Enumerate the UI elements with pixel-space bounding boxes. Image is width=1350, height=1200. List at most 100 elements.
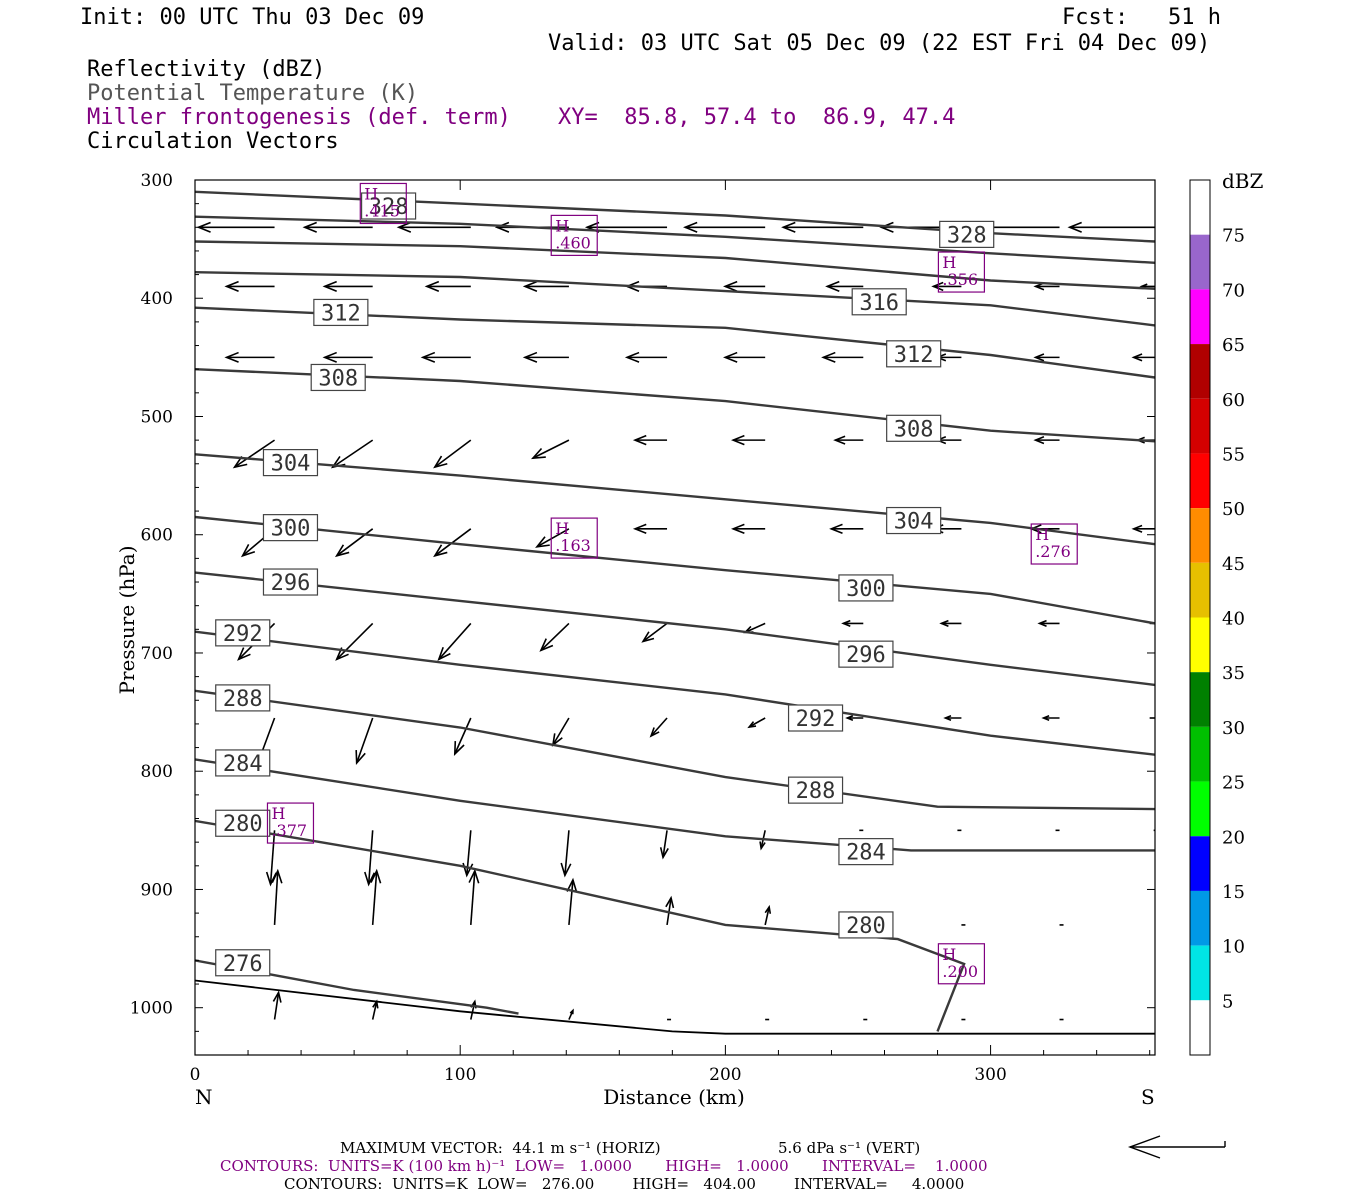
vector-head: [335, 647, 349, 661]
circulation-vector: [845, 715, 864, 721]
theta-label-280: 280: [215, 809, 271, 837]
circulation-vector: [551, 717, 570, 747]
theta-label-box: [851, 288, 907, 316]
theta-label-text: 328: [369, 195, 409, 220]
circulation-vector: [420, 351, 471, 363]
field-reflectivity: Reflectivity (dBZ): [87, 57, 326, 82]
vector-head: [530, 447, 546, 460]
circulation-vector: [302, 221, 373, 233]
vector-shaft: [273, 992, 280, 1020]
max-vertical-text: 5.6 dPa s⁻¹ (VERT): [778, 1139, 921, 1157]
circulation-vector: [396, 221, 471, 233]
theta-label-text: 284: [846, 841, 886, 866]
cross-section-endpoints: XY= 85.8, 57.4 to 86.9, 47.4: [558, 105, 956, 130]
vector-head: [747, 721, 757, 729]
x-tick-label: 300: [974, 1065, 1006, 1085]
y-tick-label: 400: [141, 289, 173, 309]
theta-label-292: 292: [787, 704, 844, 732]
colorbar-tick-label: 15: [1222, 882, 1245, 903]
vector-head: [833, 435, 846, 445]
theta-label-text: 308: [318, 366, 358, 391]
colorbar-tick-label: 65: [1222, 335, 1245, 356]
vector-head: [781, 221, 796, 233]
colorbar-segment: [1190, 890, 1210, 946]
theta-label-276: 276: [215, 949, 271, 977]
vector-head: [632, 523, 647, 535]
frontogenesis-high-marker: H: [942, 253, 956, 272]
circulation-vector: [330, 439, 374, 469]
theta-label-296: 296: [838, 640, 894, 668]
colorbar-tick-label: 75: [1222, 226, 1245, 247]
vector-shaft: [532, 439, 570, 459]
circulation-vector: [659, 830, 669, 860]
theta-label-box: [262, 514, 319, 542]
vector-head: [569, 1008, 574, 1015]
theta-contour-308: [195, 368, 1155, 443]
vector-head: [535, 536, 550, 548]
theta-label-308: 308: [886, 414, 942, 442]
theta-label-text: 316: [859, 291, 899, 316]
frontogenesis-high-value: .460: [555, 233, 591, 252]
circulation-vector: [632, 523, 668, 535]
forecast-hour: Fcst: 51 h: [1062, 5, 1221, 30]
theta-label-text: 328: [947, 223, 987, 248]
vector-head: [539, 638, 554, 652]
circulation-vector: [335, 622, 374, 661]
theta-label-box: [215, 949, 271, 977]
circulation-vector: [364, 830, 376, 887]
colorbar-title: dBZ: [1222, 169, 1264, 193]
vector-head: [641, 631, 655, 643]
vector-head: [649, 727, 660, 738]
colorbar-segment: [1190, 344, 1210, 399]
vector-head: [522, 280, 538, 292]
theta-contours: [195, 190, 1155, 1035]
theta-label-text: 312: [321, 301, 361, 326]
vector-head: [1037, 619, 1047, 627]
y-tick-label: 1000: [130, 999, 173, 1019]
colorbar-segment: [1190, 453, 1210, 509]
vector-head: [271, 868, 283, 884]
vector-shaft: [438, 622, 472, 660]
y-tick-label: 300: [141, 171, 173, 191]
theta-contour-284: [195, 758, 1155, 852]
vector-head: [437, 646, 451, 662]
circulation-vector: [829, 523, 864, 535]
theta-contour-280: [195, 819, 966, 1032]
theta-label-288: 288: [215, 684, 271, 712]
colorbar-segment: [1190, 398, 1210, 454]
circulation-vector: [568, 1008, 574, 1020]
field-potential-temperature: Potential Temperature (K): [87, 81, 419, 106]
theta-label-box: [262, 449, 319, 477]
frontogenesis-high: H.377: [266, 802, 315, 844]
vector-head: [433, 544, 448, 558]
frontogenesis-high-value: .415: [364, 201, 400, 220]
vector-head: [334, 544, 350, 558]
frontogenesis-high-marker: H: [1035, 525, 1049, 544]
circulation-vector: [453, 717, 472, 756]
theta-label-box: [215, 684, 271, 712]
ground-profile: [195, 979, 1155, 1035]
circulation-vector: [355, 717, 374, 766]
circulation-vector: [764, 904, 772, 926]
frontogenesis-high-value: .356: [942, 270, 978, 289]
vector-head: [931, 281, 944, 292]
circulation-vector: [1033, 436, 1060, 445]
vector-head: [821, 351, 836, 363]
circulation-vector: [322, 351, 373, 363]
vector-head: [355, 750, 366, 766]
vector-head: [841, 619, 851, 627]
theta-contour-292: [195, 630, 1155, 756]
theta-label-text: 280: [223, 812, 263, 837]
circulation-vector: [1041, 715, 1060, 721]
theta-contour-324: [195, 215, 1155, 264]
frontogenesis-contour-info: CONTOURS: UNITS=K (100 km h)⁻¹ LOW= 1.00…: [220, 1157, 988, 1175]
vector-head: [879, 221, 894, 233]
circulation-vector: [723, 351, 766, 363]
x-tick-label: 200: [709, 1065, 741, 1085]
theta-label-text: 296: [271, 571, 311, 596]
colorbar-segment: [1190, 508, 1210, 563]
frontogenesis-high: H.356: [937, 251, 986, 293]
vector-head: [731, 523, 745, 535]
theta-label-box: [886, 340, 942, 368]
